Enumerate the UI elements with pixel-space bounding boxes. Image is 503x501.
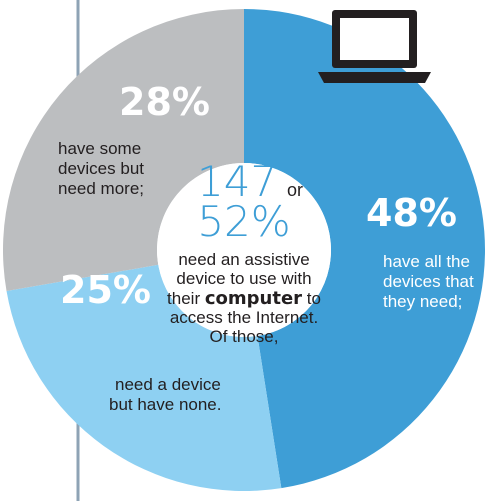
slice-none [6,264,282,492]
slice-value-none: 25% [60,268,151,312]
slice-desc-none-2: but have none. [109,395,221,414]
center-line-1: need an assistive [178,250,309,269]
donut-slices [2,9,486,492]
donut-hole [157,163,331,337]
slice-value-all: 48% [366,191,457,235]
center-count: 147 [197,157,277,206]
slice-desc-all-1: have all the [383,252,470,271]
slice-some [2,9,244,292]
center-line-3-bold: computer [205,288,302,309]
slice-desc-some-2: devices but [58,159,144,178]
center-or: or [287,180,303,200]
slice-value-some: 28% [119,80,210,124]
slice-desc-none-1: need a device [115,375,221,394]
slice-desc-all-3: they need; [383,292,462,311]
center-line-3: their computer to [167,288,321,309]
center-percent: 52% [197,197,290,246]
center-line-4: access the Internet. [170,308,318,327]
center-line-3-post: to [302,289,321,308]
center-line-3-pre: their [167,289,205,308]
slice-desc-all-2: devices that [383,272,474,291]
slice-all [244,9,486,489]
slice-desc-some-1: have some [58,139,141,158]
center-line-5: Of those, [210,327,279,346]
slice-desc-some-3: need more; [58,179,144,198]
center-line-2: device to use with [176,269,311,288]
laptop-icon [318,10,431,83]
